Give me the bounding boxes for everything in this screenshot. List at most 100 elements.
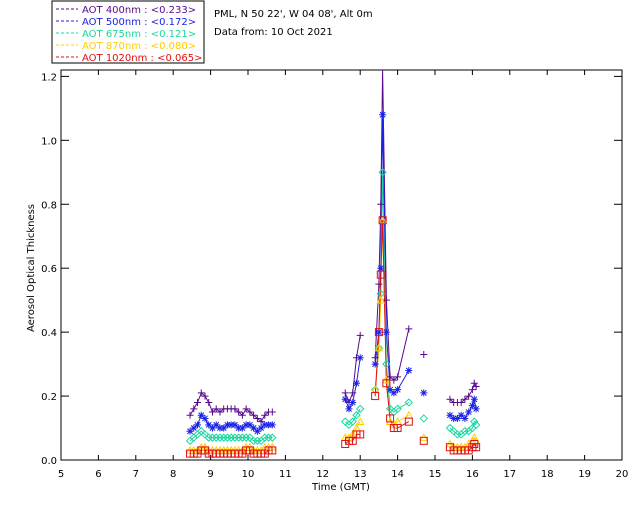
data-point	[253, 427, 261, 435]
data-point	[348, 417, 357, 426]
data-point	[377, 264, 385, 272]
data-point	[341, 389, 349, 397]
data-point	[471, 420, 481, 430]
data-point	[190, 405, 198, 413]
data-point	[204, 433, 213, 442]
y-tick-label: 1.2	[41, 72, 57, 83]
data-point	[375, 280, 383, 288]
data-point	[212, 421, 220, 429]
data-point	[356, 354, 364, 362]
data-point	[390, 389, 398, 397]
data-point	[212, 433, 221, 442]
plot-frame	[60, 69, 623, 461]
info-location: PML, N 50 22', W 04 08', Alt 0m	[214, 9, 373, 20]
data-point	[352, 411, 361, 420]
data-point	[242, 421, 250, 429]
data-point	[470, 395, 478, 403]
data-point	[461, 414, 469, 422]
y-tick-label: 0.6	[41, 264, 57, 275]
data-point	[468, 386, 476, 394]
x-tick-label: 7	[133, 469, 139, 480]
data-point	[446, 411, 454, 419]
data-point	[457, 411, 465, 419]
x-tick-label: 6	[95, 469, 101, 480]
data-point	[453, 414, 461, 422]
data-point	[268, 433, 277, 442]
data-point	[230, 433, 240, 442]
x-tick-label: 15	[429, 469, 442, 480]
data-point	[446, 395, 454, 403]
x-tick-label: 12	[316, 469, 329, 480]
legend-label: AOT 1020nm : <0.065>	[82, 53, 202, 64]
data-point	[470, 417, 479, 426]
data-point	[386, 373, 394, 381]
data-point	[382, 359, 391, 369]
data-point	[355, 417, 365, 425]
data-point	[349, 398, 357, 406]
data-point	[461, 395, 469, 403]
data-point	[257, 424, 265, 432]
data-point	[250, 411, 258, 419]
data-point	[420, 351, 428, 359]
data-point	[345, 405, 353, 413]
data-point	[216, 424, 224, 432]
data-point	[374, 328, 383, 337]
data-point	[212, 405, 220, 413]
data-point	[201, 414, 209, 422]
data-point	[378, 215, 387, 224]
x-tick-label: 17	[503, 469, 516, 480]
data-point	[201, 392, 209, 400]
legend: AOT 400nm : <0.233>AOT 500nm : <0.172>AO…	[51, 0, 205, 64]
data-point	[349, 389, 357, 397]
y-tick-label: 0.4	[41, 328, 57, 339]
data-point	[197, 389, 205, 397]
data-point	[268, 421, 276, 429]
data-point	[356, 331, 364, 339]
data-point	[205, 398, 213, 406]
x-tick-label: 9	[207, 469, 213, 480]
data-point	[405, 366, 413, 374]
data-point	[404, 417, 413, 426]
x-axis-label: Time (GMT)	[311, 482, 370, 493]
y-tick-label: 1.0	[41, 136, 57, 147]
data-point	[370, 385, 380, 394]
data-point	[374, 343, 384, 352]
data-point	[261, 411, 269, 419]
info-date: Data from: 10 Oct 2021	[214, 27, 333, 38]
data-point	[235, 408, 243, 416]
x-tick-label: 13	[354, 469, 367, 480]
data-point	[253, 436, 262, 446]
data-point	[257, 418, 265, 426]
data-point	[393, 424, 402, 433]
x-tick-label: 14	[391, 469, 404, 480]
data-point	[341, 395, 349, 403]
data-point	[352, 379, 360, 387]
data-point	[235, 424, 243, 432]
data-point	[208, 433, 217, 442]
data-point	[186, 427, 194, 435]
data-point	[238, 433, 247, 442]
data-point	[268, 408, 276, 416]
data-point	[371, 392, 380, 401]
data-point	[371, 360, 379, 368]
x-tick-label: 16	[466, 469, 479, 480]
data-point	[223, 421, 231, 429]
data-point	[379, 111, 387, 119]
data-point	[377, 200, 385, 208]
data-point	[205, 421, 213, 429]
data-point	[219, 433, 228, 442]
data-point	[238, 411, 246, 419]
data-point	[246, 408, 254, 416]
data-point	[376, 270, 385, 279]
data-point	[250, 424, 258, 432]
data-point	[355, 404, 365, 414]
x-tick-label: 10	[242, 469, 255, 480]
data-point	[378, 216, 387, 225]
y-tick-label: 0.8	[41, 200, 57, 211]
data-point	[208, 408, 216, 416]
x-tick-label: 11	[279, 469, 292, 480]
data-point	[231, 405, 239, 413]
data-point	[394, 373, 402, 381]
legend-label: AOT 870nm : <0.080>	[82, 41, 196, 52]
legend-frame	[51, 0, 205, 64]
